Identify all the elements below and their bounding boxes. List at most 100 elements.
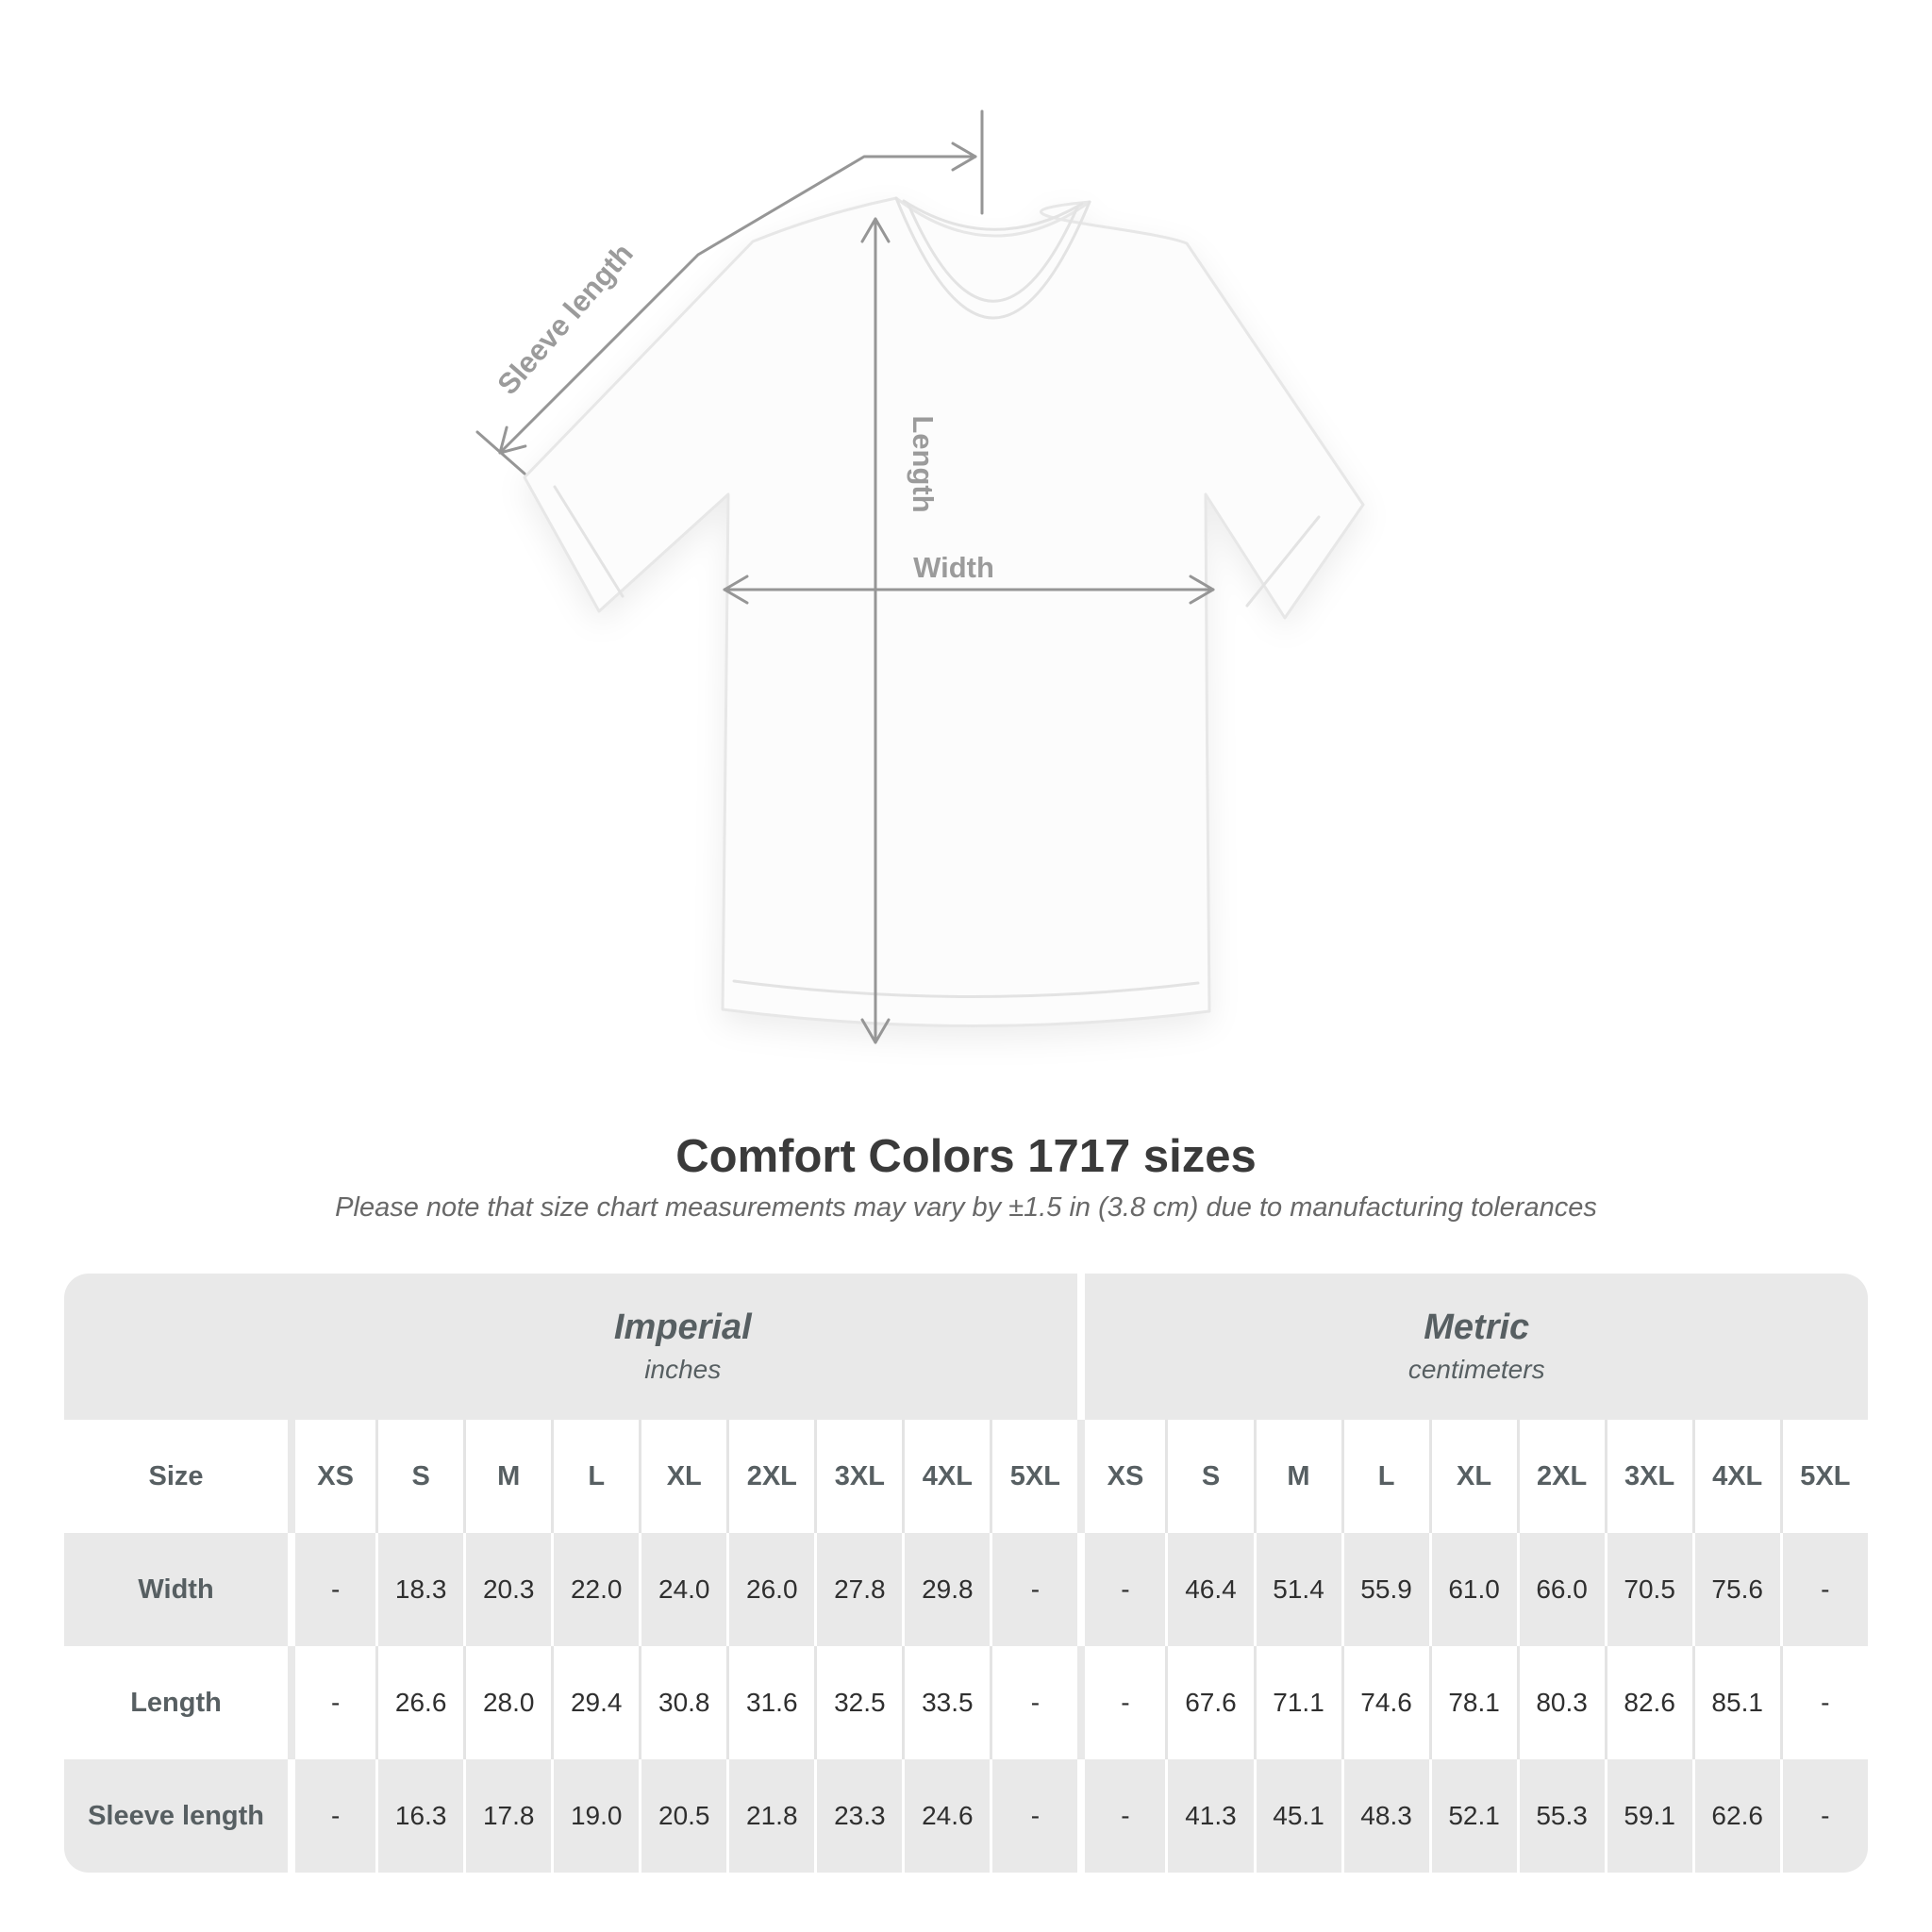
value-cell: 20.5 (639, 1759, 727, 1873)
left-cuff-stitch (553, 485, 625, 598)
tshirt-illustration (523, 196, 1365, 1028)
unit-group-header-row: Imperial inches Metric centimeters (64, 1274, 1868, 1420)
value-cell: - (1779, 1646, 1868, 1759)
size-header-row: Size XS S M L XL 2XL 3XL 4XL 5XL XS S M … (64, 1420, 1868, 1533)
size-header-cell: L (1341, 1420, 1429, 1533)
value-cell: - (1077, 1646, 1166, 1759)
value-cell: 67.6 (1165, 1646, 1254, 1759)
value-cell: 62.6 (1691, 1759, 1780, 1873)
value-cell: 41.3 (1165, 1759, 1254, 1873)
value-cell: - (1077, 1533, 1166, 1646)
value-cell: 33.5 (902, 1646, 991, 1759)
imperial-group-header: Imperial inches (288, 1274, 1078, 1420)
value-cell: - (1779, 1759, 1868, 1873)
value-cell: 21.8 (726, 1759, 815, 1873)
page-title: Comfort Colors 1717 sizes (675, 1131, 1257, 1182)
value-cell: 80.3 (1516, 1646, 1605, 1759)
value-cell: 82.6 (1604, 1646, 1692, 1759)
group-header-spacer (64, 1274, 289, 1420)
size-header-cell: M (463, 1420, 552, 1533)
value-cell: - (288, 1646, 376, 1759)
value-cell: - (288, 1533, 376, 1646)
value-cell: 20.3 (463, 1533, 552, 1646)
value-cell: 74.6 (1341, 1646, 1429, 1759)
value-cell: 31.6 (726, 1646, 815, 1759)
value-cell: 30.8 (639, 1646, 727, 1759)
tshirt-measurement-diagram: Sleeve length Length Width (475, 109, 1365, 1044)
value-cell: 70.5 (1604, 1533, 1692, 1646)
value-cell: 24.0 (639, 1533, 727, 1646)
value-cell: 32.5 (814, 1646, 903, 1759)
value-cell: - (288, 1759, 376, 1873)
size-header-cell: 3XL (1604, 1420, 1692, 1533)
value-cell: 51.4 (1253, 1533, 1341, 1646)
size-header-cell: XL (1428, 1420, 1517, 1533)
size-header-cell: XS (288, 1420, 376, 1533)
row-label: Length (64, 1646, 289, 1759)
value-cell: - (1779, 1533, 1868, 1646)
value-cell: 45.1 (1253, 1759, 1341, 1873)
value-cell: - (990, 1759, 1078, 1873)
value-cell: 16.3 (375, 1759, 464, 1873)
size-header-cell: S (375, 1420, 464, 1533)
value-cell: 61.0 (1428, 1533, 1517, 1646)
right-cuff-stitch (1245, 515, 1321, 608)
size-header-cell: XS (1077, 1420, 1166, 1533)
value-cell: 66.0 (1516, 1533, 1605, 1646)
size-column-header: Size (64, 1420, 289, 1533)
size-header-cell: 2XL (726, 1420, 815, 1533)
size-header-cell: 2XL (1516, 1420, 1605, 1533)
value-cell: 19.0 (551, 1759, 640, 1873)
size-header-cell: 4XL (1691, 1420, 1780, 1533)
value-cell: 48.3 (1341, 1759, 1429, 1873)
size-header-cell: 3XL (814, 1420, 903, 1533)
size-header-cell: 4XL (902, 1420, 991, 1533)
length-row: Length - 26.6 28.0 29.4 30.8 31.6 32.5 3… (64, 1646, 1868, 1759)
value-cell: 26.0 (726, 1533, 815, 1646)
value-cell: 59.1 (1604, 1759, 1692, 1873)
value-cell: 23.3 (814, 1759, 903, 1873)
size-header-cell: XL (639, 1420, 727, 1533)
value-cell: 71.1 (1253, 1646, 1341, 1759)
tolerance-note: Please note that size chart measurements… (335, 1192, 1597, 1223)
length-label: Length (907, 415, 940, 512)
size-header-cell: 5XL (1779, 1420, 1868, 1533)
value-cell: - (990, 1533, 1078, 1646)
value-cell: 22.0 (551, 1533, 640, 1646)
value-cell: 55.3 (1516, 1759, 1605, 1873)
value-cell: 52.1 (1428, 1759, 1517, 1873)
sleeve-length-arrow (498, 142, 977, 455)
sleeve-length-label: Sleeve length (491, 237, 640, 401)
metric-group-header: Metric centimeters (1077, 1274, 1868, 1420)
sleeve-length-row: Sleeve length - 16.3 17.8 19.0 20.5 21.8… (64, 1759, 1868, 1873)
hem-stitch (732, 979, 1200, 999)
value-cell: 17.8 (463, 1759, 552, 1873)
size-header-cell: S (1165, 1420, 1254, 1533)
metric-unit: centimeters (1407, 1355, 1545, 1385)
value-cell: - (990, 1646, 1078, 1759)
value-cell: 28.0 (463, 1646, 552, 1759)
value-cell: 27.8 (814, 1533, 903, 1646)
imperial-unit: inches (644, 1355, 722, 1385)
size-header-cell: L (551, 1420, 640, 1533)
size-chart-table: Imperial inches Metric centimeters Size … (64, 1274, 1868, 1873)
value-cell: 75.6 (1691, 1533, 1780, 1646)
row-label: Width (64, 1533, 289, 1646)
value-cell: 18.3 (375, 1533, 464, 1646)
value-cell: 78.1 (1428, 1646, 1517, 1759)
value-cell: 24.6 (902, 1759, 991, 1873)
imperial-label: Imperial (613, 1307, 752, 1347)
value-cell: 26.6 (375, 1646, 464, 1759)
metric-label: Metric (1424, 1307, 1530, 1347)
size-header-cell: 5XL (990, 1420, 1078, 1533)
tshirt-silhouette (523, 196, 1365, 1028)
sleeve-end-tick (475, 430, 526, 475)
value-cell: 46.4 (1165, 1533, 1254, 1646)
width-row: Width - 18.3 20.3 22.0 24.0 26.0 27.8 29… (64, 1533, 1868, 1646)
value-cell: 55.9 (1341, 1533, 1429, 1646)
value-cell: 29.4 (551, 1646, 640, 1759)
size-header-cell: M (1253, 1420, 1341, 1533)
row-label: Sleeve length (64, 1759, 289, 1873)
value-cell: - (1077, 1759, 1166, 1873)
